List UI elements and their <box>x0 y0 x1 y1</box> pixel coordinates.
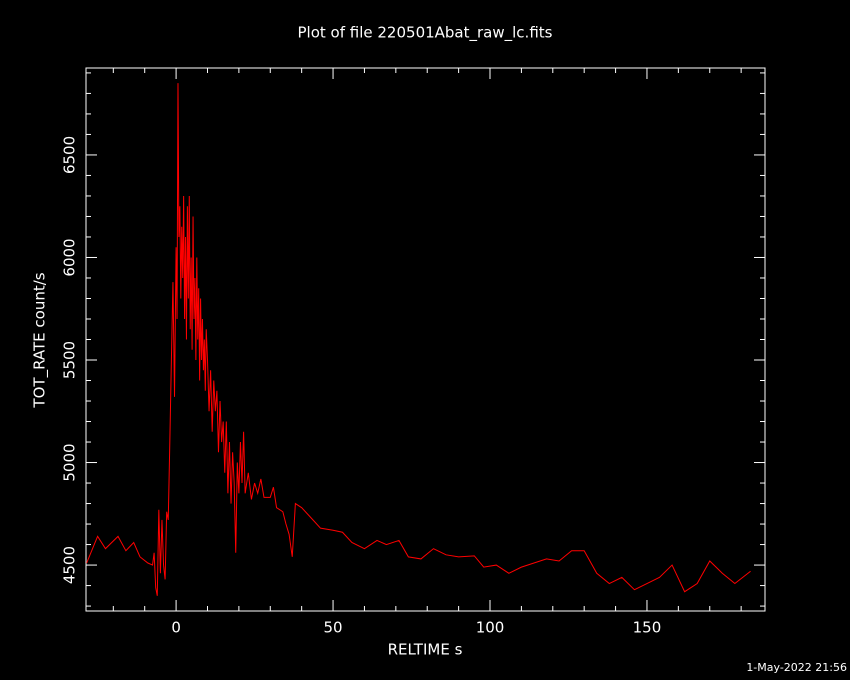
timestamp: 1-May-2022 21:56 <box>746 661 847 674</box>
y-tick-label: 5000 <box>61 443 79 481</box>
chart-title: Plot of file 220501Abat_raw_lc.fits <box>298 24 553 43</box>
x-tick-label: 50 <box>324 619 343 637</box>
x-tick-label: 100 <box>476 619 505 637</box>
y-axis-label: TOT_RATE count/s <box>31 272 50 408</box>
x-axis-label: RELTIME s <box>388 641 463 659</box>
light-curve <box>86 83 751 596</box>
x-tick-label: 150 <box>633 619 662 637</box>
y-tick-label: 6500 <box>61 136 79 174</box>
y-tick-label: 5500 <box>61 341 79 379</box>
y-tick-label: 6000 <box>61 238 79 276</box>
y-tick-label: 4500 <box>61 546 79 584</box>
x-tick-label: 0 <box>171 619 181 637</box>
